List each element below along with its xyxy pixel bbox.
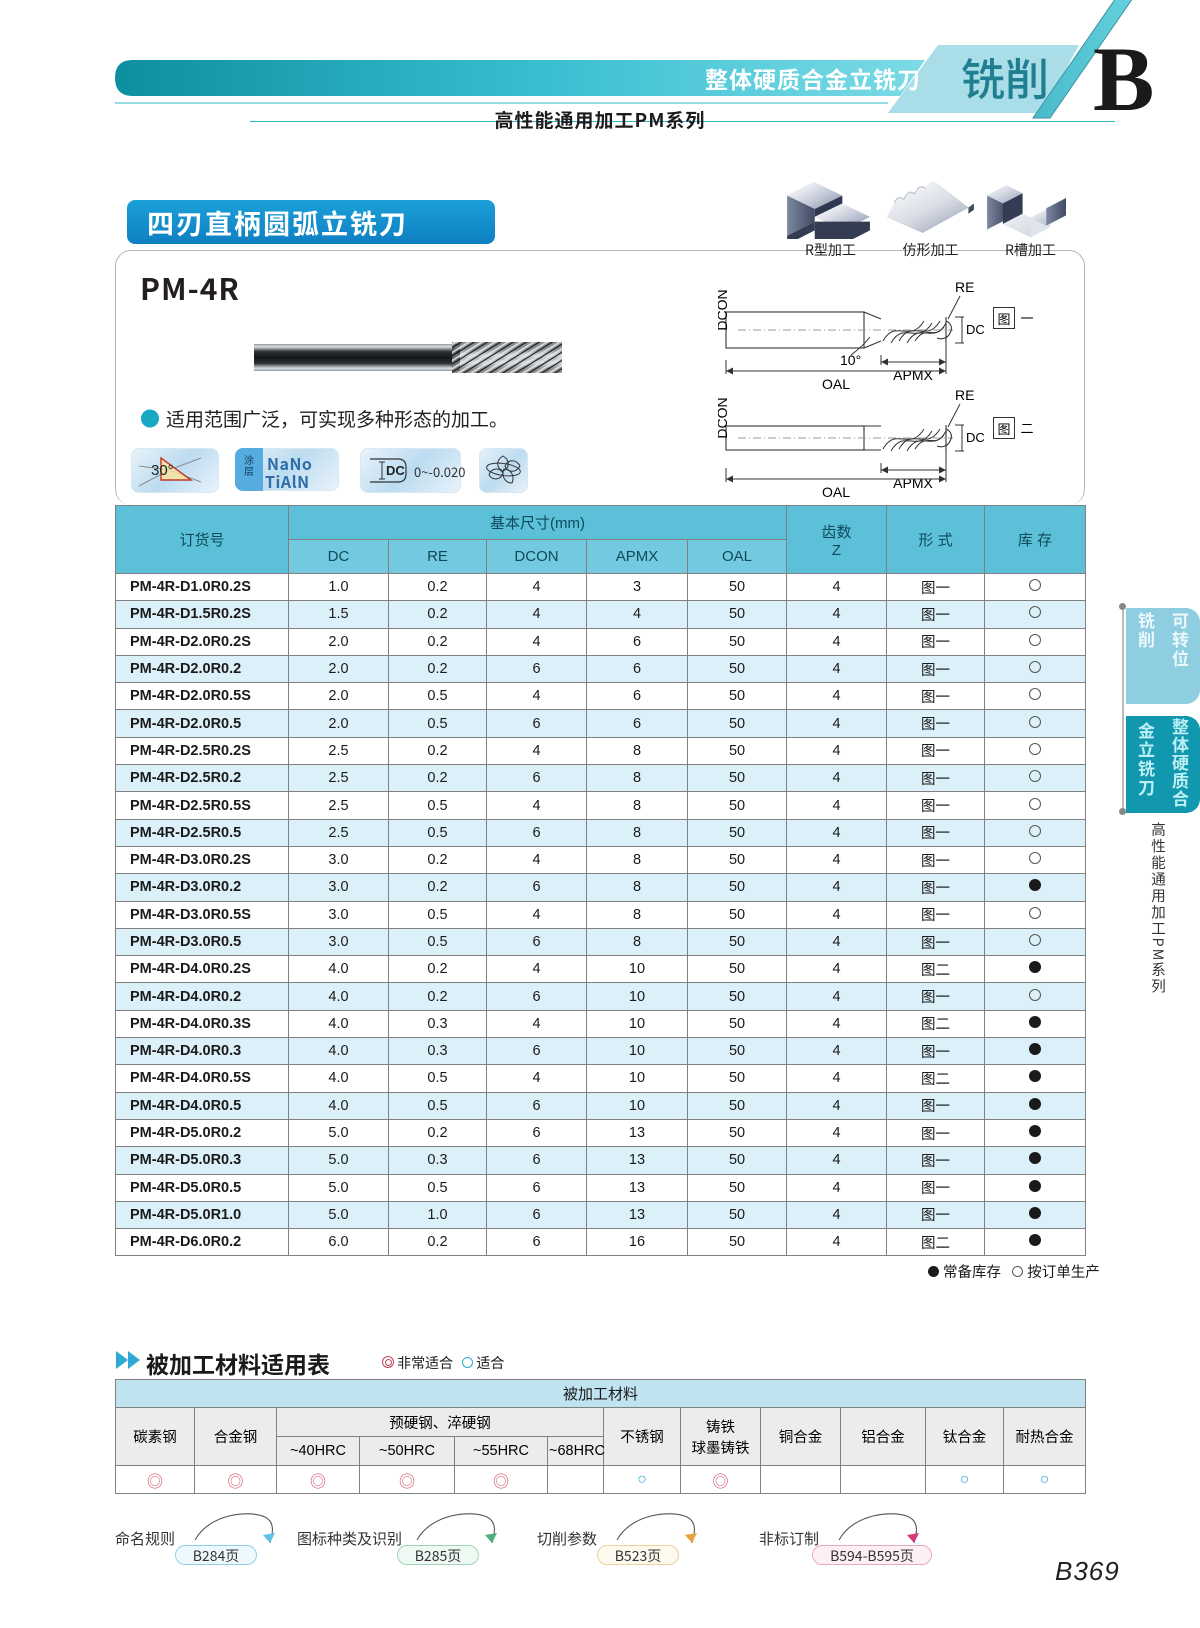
svg-text:DCON: DCON xyxy=(718,289,730,330)
svg-text:DC: DC xyxy=(386,463,405,478)
svg-text:RE: RE xyxy=(955,388,974,403)
svg-text:DC: DC xyxy=(966,322,985,337)
svg-text:RE: RE xyxy=(955,280,974,295)
svg-text:DC: DC xyxy=(966,430,985,445)
svg-text:OAL: OAL xyxy=(822,484,850,500)
svg-text:DCON: DCON xyxy=(718,397,730,438)
svg-text:30°: 30° xyxy=(151,462,174,479)
